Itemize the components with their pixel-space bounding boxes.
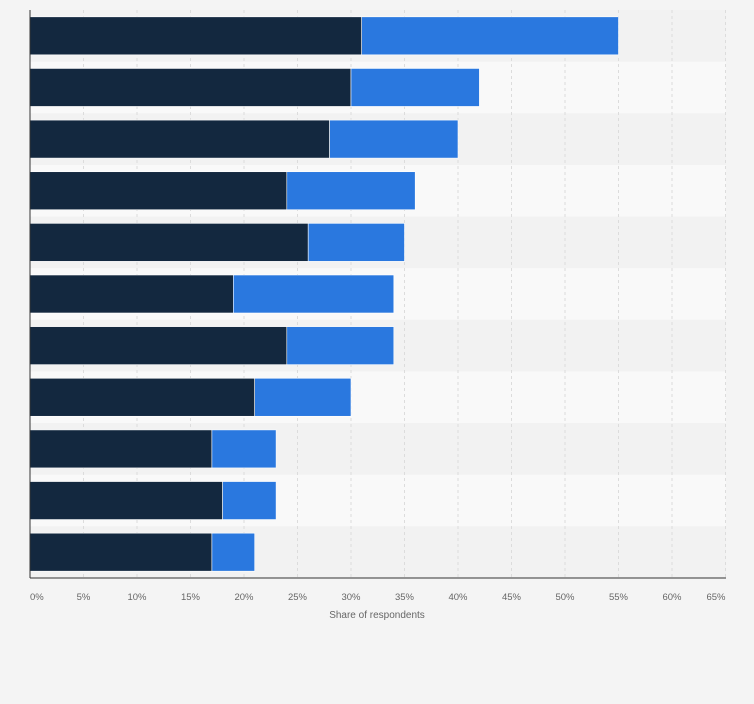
bar-segment-series-1: [29, 16, 363, 56]
bar-segment-series-2: [211, 429, 277, 469]
x-tick-label: 5%: [77, 592, 91, 603]
x-tick-label: 35%: [395, 592, 415, 603]
bar-segment-series-1: [29, 532, 213, 572]
bar-segment-series-1: [29, 429, 213, 469]
bar-segment-series-1: [29, 377, 255, 417]
x-tick-label: 10%: [127, 592, 147, 603]
bar-segment-series-2: [329, 119, 459, 159]
x-tick-label: 50%: [555, 592, 575, 603]
bar-segment-series-2: [307, 223, 405, 262]
x-tick-label: 55%: [609, 592, 629, 603]
x-tick-label: 15%: [181, 592, 201, 603]
bar-segment-series-2: [286, 171, 416, 211]
bar-segment-series-1: [29, 119, 330, 159]
bar-segment-series-1: [29, 326, 288, 365]
bar-segment-series-2: [286, 326, 395, 365]
bar-segment-series-2: [361, 16, 619, 56]
bar-segment-series-2: [222, 481, 277, 520]
bar-segment-series-1: [29, 68, 352, 107]
x-tick-label: 45%: [502, 592, 522, 603]
x-tick-labels: 0% 5% 10% 15% 20% 25% 30% 35% 40% 45% 50% 55% 60% 65%: [30, 592, 726, 603]
bar-segment-series-2: [350, 68, 480, 107]
bar-segment-series-1: [29, 481, 223, 520]
bar-segment-series-1: [29, 274, 234, 314]
x-tick-label: 65%: [706, 592, 726, 603]
bar-segment-series-1: [29, 171, 288, 211]
bars: [29, 16, 619, 572]
x-tick-label: 0%: [30, 592, 44, 603]
axes: [29, 10, 726, 579]
x-tick-label: 30%: [341, 592, 361, 603]
x-tick-label: 40%: [448, 592, 468, 603]
bar-segment-series-2: [211, 532, 255, 572]
x-tick-label: 20%: [234, 592, 254, 603]
x-axis-label: Share of respondents: [329, 610, 425, 621]
bar-segment-series-2: [254, 377, 352, 417]
x-tick-label: 60%: [662, 592, 682, 603]
bar-segment-series-2: [233, 274, 395, 314]
x-tick-label: 25%: [288, 592, 308, 603]
bar-segment-series-1: [29, 223, 309, 262]
